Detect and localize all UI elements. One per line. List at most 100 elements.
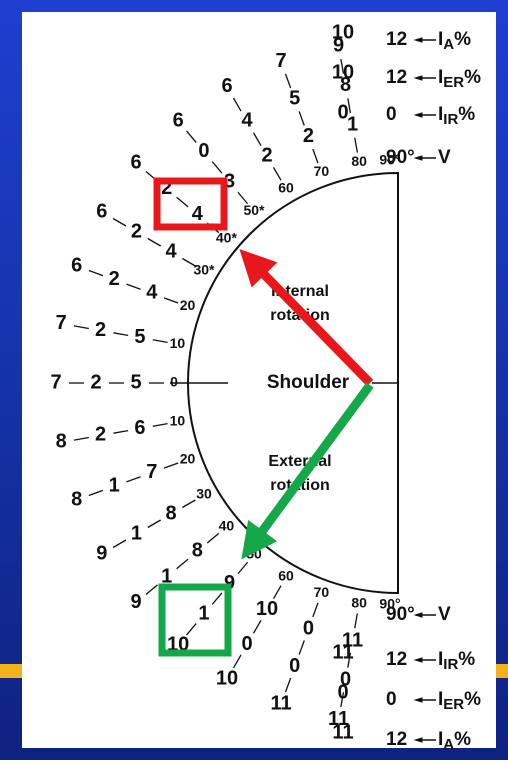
angle-label: 20	[180, 297, 196, 313]
connector	[211, 161, 223, 174]
legend-sub: IR	[443, 656, 458, 673]
value: 8	[166, 502, 177, 524]
value: 6	[130, 151, 141, 173]
value: 2	[131, 220, 142, 242]
angle-label: 20	[180, 450, 196, 466]
angle-label: 10	[170, 335, 186, 351]
connector	[147, 519, 162, 529]
value: 9	[96, 542, 107, 564]
connector	[176, 558, 189, 570]
connector	[113, 332, 129, 337]
angle-label: 40*	[216, 230, 238, 246]
connector	[176, 196, 189, 208]
legend-label: IA%	[438, 729, 471, 753]
value: 1	[347, 113, 358, 135]
legend-value: 12	[386, 67, 407, 88]
connector	[237, 561, 249, 575]
legend-sub: IR	[443, 111, 458, 128]
connector	[272, 585, 282, 599]
connector	[211, 592, 223, 605]
value: 10	[256, 598, 278, 620]
connector	[182, 257, 196, 267]
value: 7	[56, 312, 67, 334]
value: 0	[337, 101, 348, 123]
connector	[340, 58, 345, 74]
value: 7	[146, 461, 157, 483]
value: 6	[71, 254, 82, 276]
angle-label: 0	[170, 374, 178, 390]
legend-unit: %	[458, 104, 475, 125]
legend-value: 90°	[386, 147, 415, 168]
connector	[152, 339, 168, 344]
angle-label: 50	[246, 545, 262, 561]
legend-value: 12	[386, 729, 407, 750]
connector	[126, 476, 141, 483]
value: 5	[289, 87, 300, 109]
legend-symbol: I	[438, 104, 443, 125]
legend-label: IER%	[438, 67, 481, 91]
connector	[73, 325, 89, 330]
value: 0	[241, 633, 252, 655]
connector	[88, 489, 104, 497]
legend-symbol: I	[438, 649, 443, 670]
legend-symbol: I	[438, 67, 443, 88]
connector	[147, 237, 162, 247]
connector	[145, 584, 158, 595]
connector	[354, 613, 359, 629]
connector	[298, 111, 305, 126]
legend-label: V	[438, 604, 451, 625]
connector	[112, 217, 127, 227]
value: 1	[131, 522, 142, 544]
legend-sub: A	[443, 36, 454, 53]
diagram: ShoulderInternalExternalrotationrotation…	[50, 21, 481, 753]
angle-label: 70	[314, 163, 330, 179]
value: 11	[328, 708, 349, 730]
legend-sub: ER	[443, 696, 464, 713]
angle-label: 90°	[379, 596, 400, 612]
value: 9	[333, 34, 344, 56]
legend-label: V	[438, 147, 451, 168]
value: 4	[166, 240, 178, 262]
legend-unit: %	[458, 649, 475, 670]
connector	[186, 130, 197, 143]
value: 3	[224, 171, 235, 193]
red-arrow	[239, 249, 374, 387]
legend-symbol: V	[438, 604, 451, 625]
connector	[182, 499, 196, 509]
legend-unit: %	[464, 67, 481, 88]
value: 8	[71, 488, 82, 510]
value: 11	[332, 721, 353, 743]
angle-label: 40	[219, 518, 235, 534]
value: 4	[192, 203, 204, 225]
legend-value: 12	[386, 29, 407, 50]
value: 2	[109, 268, 120, 290]
connector	[347, 652, 352, 668]
connector	[252, 619, 262, 634]
connector	[186, 623, 197, 636]
value: 8	[56, 431, 67, 453]
value: 7	[275, 50, 286, 72]
value: 1	[198, 603, 209, 625]
legend-symbol: I	[438, 729, 443, 750]
legend-symbol: I	[438, 29, 443, 50]
connector	[252, 132, 262, 147]
connector	[298, 640, 305, 655]
figure-panel	[22, 12, 496, 748]
connector	[237, 191, 249, 205]
value: 4	[241, 110, 253, 132]
green-arrow	[241, 382, 374, 560]
value: 0	[337, 681, 348, 703]
angle-label: 30	[196, 486, 212, 502]
value: 8	[340, 74, 351, 96]
connector	[206, 532, 220, 544]
legend-value: 90°	[386, 604, 415, 625]
value: 2	[95, 424, 106, 446]
legend-unit: %	[464, 689, 481, 710]
angle-label: 30*	[193, 262, 215, 278]
angle-label: 70	[314, 584, 330, 600]
connector	[126, 283, 141, 290]
angle-label: 50*	[243, 202, 265, 218]
value: 11	[270, 693, 291, 715]
green-box	[158, 583, 232, 657]
value: 9	[130, 591, 141, 613]
